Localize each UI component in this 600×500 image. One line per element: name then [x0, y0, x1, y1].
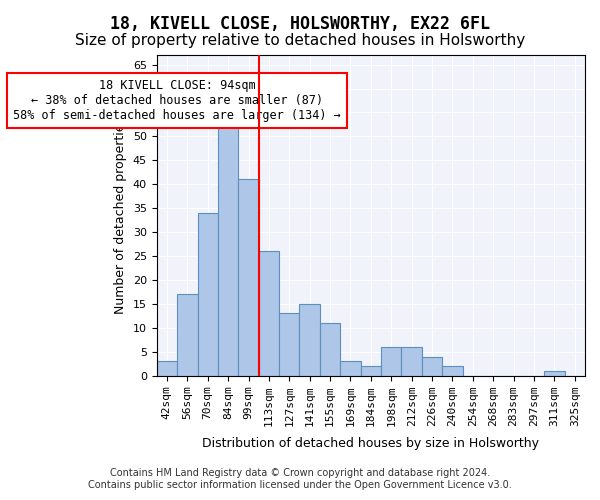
Bar — [422, 356, 442, 376]
Bar — [279, 314, 299, 376]
Text: 18, KIVELL CLOSE, HOLSWORTHY, EX22 6FL: 18, KIVELL CLOSE, HOLSWORTHY, EX22 6FL — [110, 15, 490, 33]
Bar — [177, 294, 197, 376]
Bar — [238, 180, 259, 376]
Bar — [442, 366, 463, 376]
Bar — [544, 371, 565, 376]
Text: Contains HM Land Registry data © Crown copyright and database right 2024.
Contai: Contains HM Land Registry data © Crown c… — [88, 468, 512, 490]
Bar — [218, 122, 238, 376]
Bar — [157, 362, 177, 376]
Bar — [299, 304, 320, 376]
Bar — [320, 323, 340, 376]
X-axis label: Distribution of detached houses by size in Holsworthy: Distribution of detached houses by size … — [202, 437, 539, 450]
Bar — [340, 362, 361, 376]
Bar — [381, 347, 401, 376]
Bar — [259, 251, 279, 376]
Bar — [401, 347, 422, 376]
Y-axis label: Number of detached properties: Number of detached properties — [115, 117, 127, 314]
Bar — [197, 213, 218, 376]
Text: 18 KIVELL CLOSE: 94sqm
← 38% of detached houses are smaller (87)
58% of semi-det: 18 KIVELL CLOSE: 94sqm ← 38% of detached… — [13, 79, 341, 122]
Bar — [361, 366, 381, 376]
Text: Size of property relative to detached houses in Holsworthy: Size of property relative to detached ho… — [75, 32, 525, 48]
